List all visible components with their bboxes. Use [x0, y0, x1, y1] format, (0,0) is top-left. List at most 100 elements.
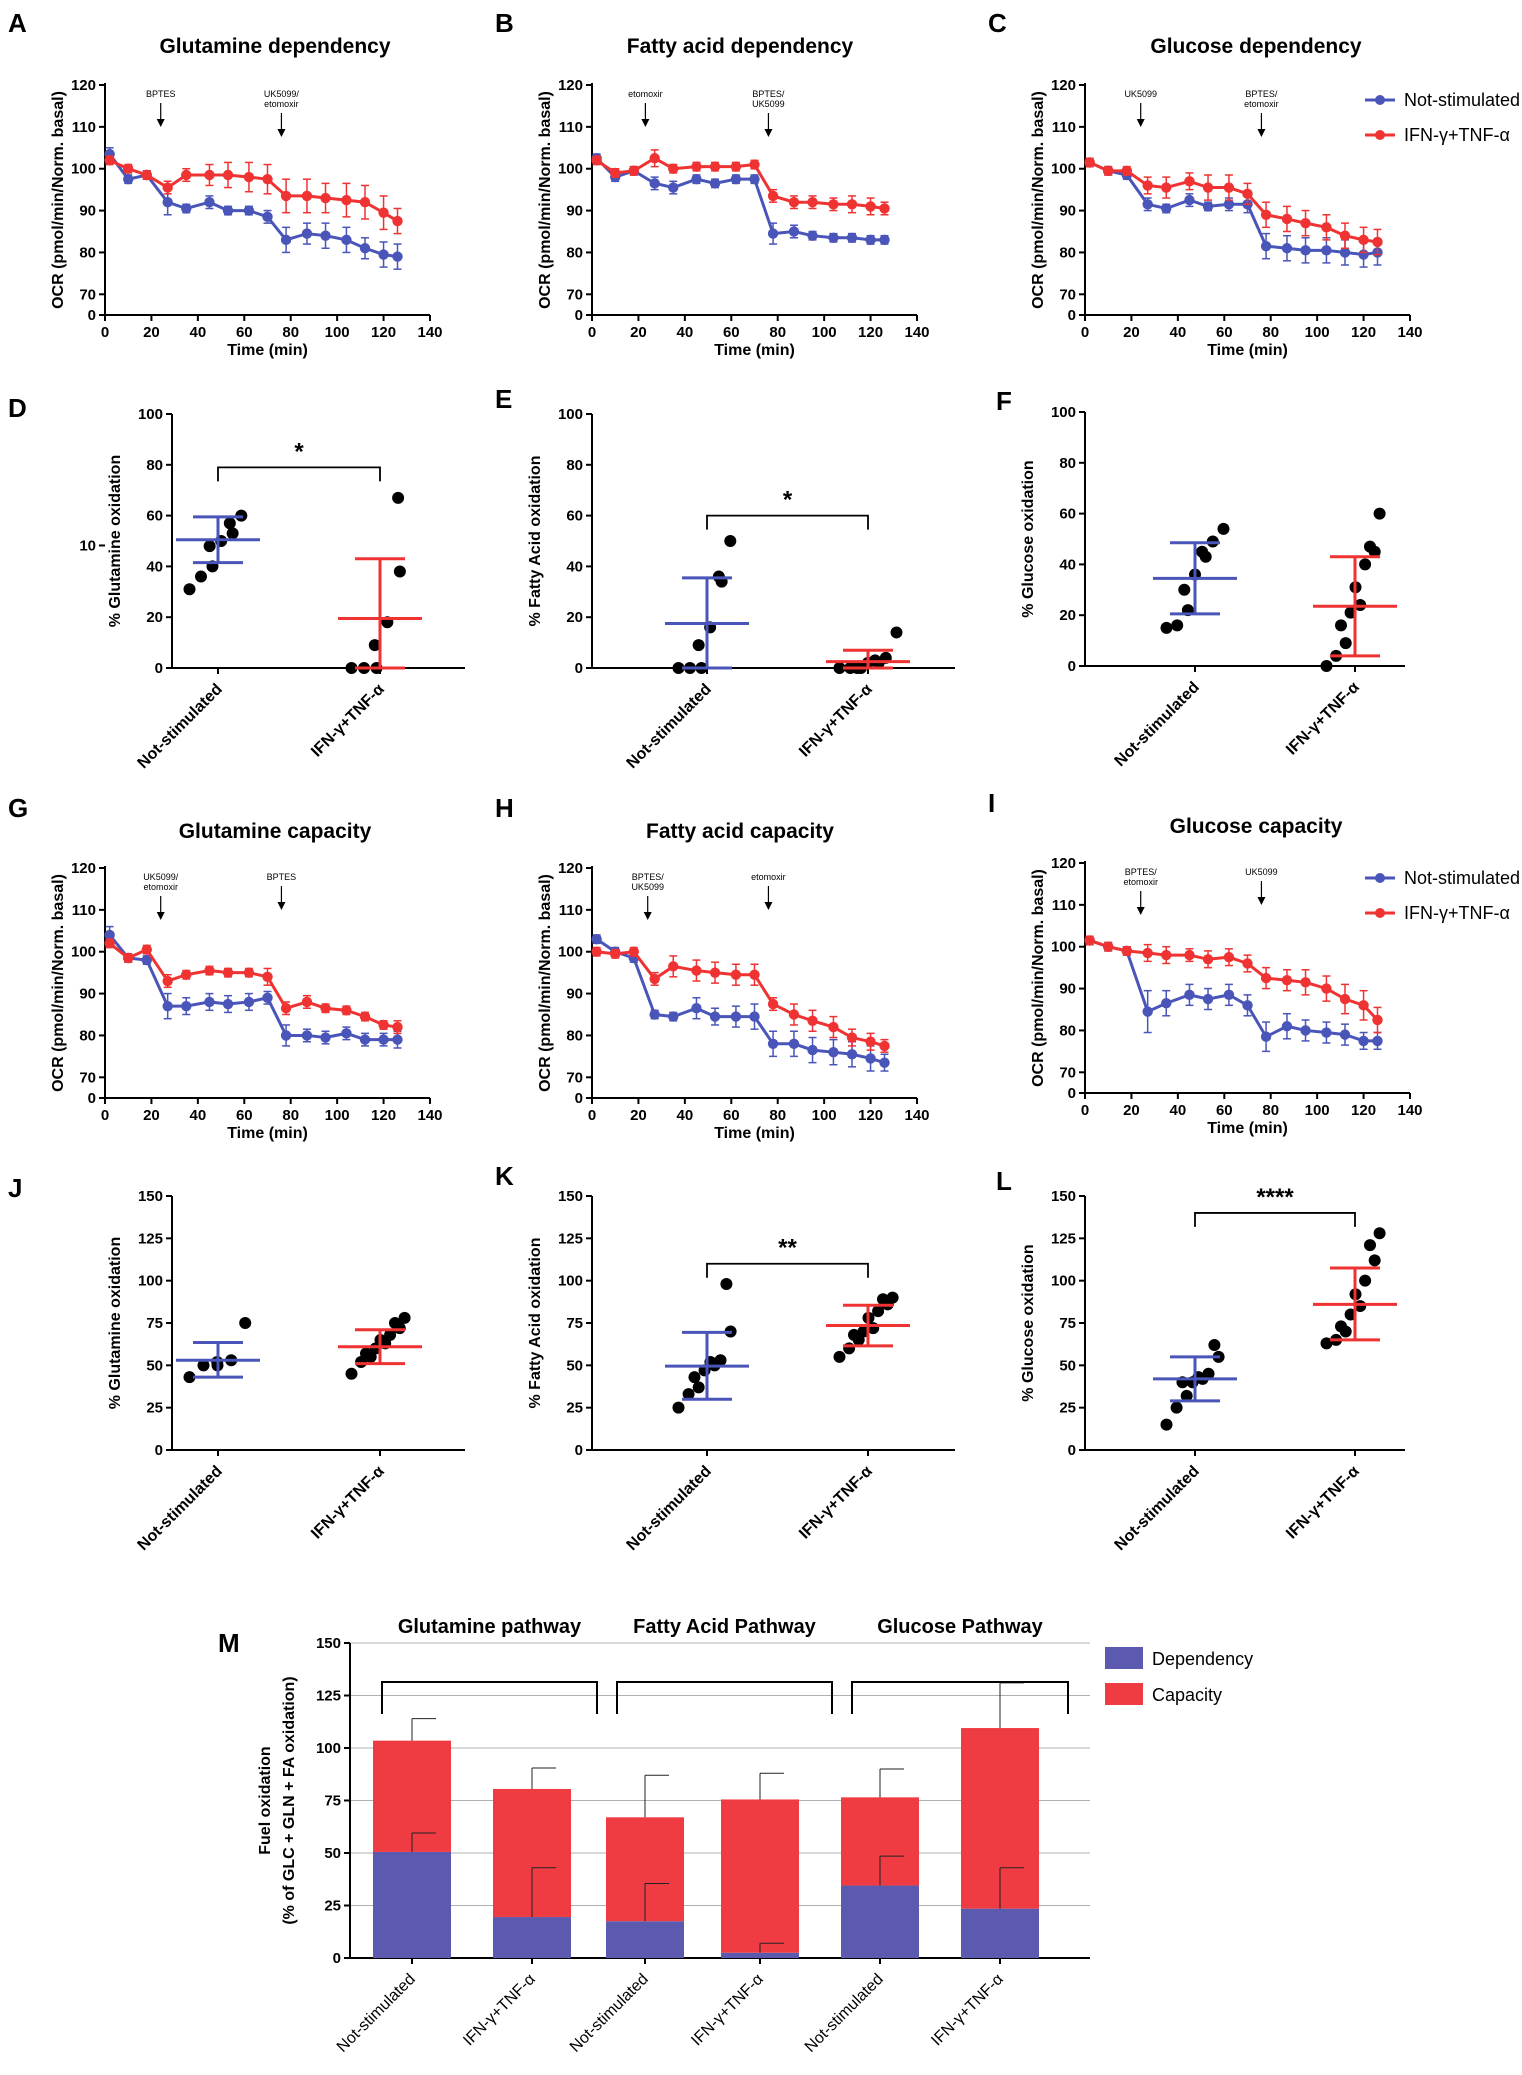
y-axis-label: OCR (pmol/min/Norm. basal) [50, 874, 67, 1092]
data-point [591, 155, 602, 166]
x-tick-label: 40 [190, 324, 207, 341]
data-point [360, 1347, 372, 1360]
data-point [865, 1053, 876, 1064]
data-point [341, 1005, 352, 1016]
data-point [649, 153, 660, 164]
y-axis-label: OCR (pmol/min/Norm. basal) [537, 874, 554, 1092]
y-tick-label: 100 [138, 406, 163, 423]
panel-letter: G [8, 793, 28, 823]
injection-arrowhead [643, 912, 652, 920]
data-point [123, 163, 134, 174]
data-point [393, 565, 406, 578]
legend-label: IFN-γ+TNF-α [1404, 125, 1510, 145]
y-tick-label: 125 [558, 1230, 583, 1247]
y-tick-label: 70 [566, 1069, 583, 1086]
y-tick-label: 150 [1051, 1188, 1076, 1205]
data-point [162, 182, 173, 193]
y-tick-label: 80 [79, 1027, 96, 1044]
y-tick-label: 70 [79, 286, 96, 303]
x-tick-label: 20 [143, 1107, 160, 1124]
data-point [183, 1371, 196, 1384]
category-label: IFN-γ+TNF-α [688, 1971, 767, 2050]
panel-M: M 0 25 50 75 100 125 150 Fuel oxidation (% of GLC… [218, 1616, 1253, 2056]
x-axis-label: Time (min) [714, 342, 795, 359]
data-point [833, 1350, 846, 1363]
significance-label: **** [1256, 1184, 1294, 1211]
x-tick-label: 0 [1081, 1102, 1089, 1119]
legend-marker [1375, 130, 1385, 140]
series-line [1089, 161, 1378, 257]
group-label: Fatty Acid Pathway [633, 1616, 817, 1638]
category-label: Not-stimulated [135, 1463, 226, 1554]
group-label: Glutamine pathway [398, 1616, 582, 1638]
x-axis-label: Time (min) [1207, 342, 1288, 359]
injection-label: etomoxir [628, 89, 663, 99]
y-tick-label: 150 [138, 1188, 163, 1205]
data-point [1339, 230, 1351, 241]
y-axis-label: % Glutamine oxidation [107, 1237, 124, 1409]
data-point [879, 234, 890, 246]
data-point [1121, 945, 1132, 957]
data-point [724, 535, 737, 547]
data-point [389, 1317, 401, 1329]
panel-letter: H [495, 793, 514, 823]
data-point [1335, 619, 1347, 632]
legend-swatch [1105, 1647, 1143, 1669]
data-point [877, 1293, 889, 1306]
data-point [749, 159, 760, 170]
y-axis-label: % Glucose oxidation [1020, 460, 1037, 617]
data-point [691, 173, 702, 185]
data-point [1300, 245, 1311, 256]
y-tick-label: 110 [1052, 119, 1076, 136]
data-point [628, 165, 639, 177]
data-point [1223, 951, 1235, 963]
data-point [1103, 941, 1114, 952]
data-point [104, 929, 115, 941]
series-ifn-tnf [104, 155, 403, 235]
y-tick-label: 90 [566, 203, 583, 220]
data-point [890, 626, 903, 639]
data-point [730, 161, 742, 172]
data-point [162, 975, 173, 987]
data-point [1373, 1227, 1386, 1240]
data-point [301, 996, 313, 1008]
data-point [807, 230, 818, 241]
data-point [243, 205, 255, 216]
y-tick-label: 75 [1059, 1315, 1076, 1332]
panel-H: H Fatty acid capacity 0 70 80 90 100 110 120 0 20 4… [495, 793, 930, 1142]
y-tick-label: 0 [88, 307, 96, 324]
data-point [1242, 188, 1253, 200]
data-point [262, 971, 273, 983]
significance-label: * [294, 438, 304, 465]
data-point [649, 973, 660, 985]
data-point [788, 197, 800, 208]
y-axis-label: OCR (pmol/min/Norm. basal) [1030, 869, 1047, 1087]
panel-letter: K [495, 1161, 514, 1191]
series-not-stimulated [591, 153, 890, 246]
data-point [1170, 1401, 1183, 1414]
panel-A: A Glutamine dependency 0 10 70 80 90 100 110 120 0… [8, 8, 443, 554]
data-point [1339, 247, 1351, 258]
injection-arrowhead [764, 129, 773, 137]
data-point [730, 173, 742, 185]
data-point [359, 1034, 371, 1045]
data-point [280, 1030, 292, 1041]
injection-arrowhead [641, 119, 650, 127]
data-point [848, 1328, 860, 1341]
y-tick-label: 90 [566, 986, 583, 1003]
data-point [243, 967, 255, 978]
data-point [846, 1049, 858, 1060]
y-tick-label: 120 [1051, 855, 1076, 872]
x-tick-label: 120 [1351, 324, 1376, 341]
data-point [204, 965, 215, 976]
injection-label: BPTES/ [752, 89, 785, 99]
data-point [392, 251, 403, 262]
category-label: IFN-γ+TNF-α [308, 1463, 388, 1543]
y-tick-label: 0 [1068, 1442, 1076, 1459]
y-tick-label: 150 [316, 1635, 341, 1652]
y-tick-label: 100 [138, 1273, 163, 1290]
legend: Dependency Capacity [1105, 1647, 1253, 1705]
data-point [378, 207, 389, 218]
data-point [123, 952, 134, 964]
y-tick-label: 100 [316, 1740, 341, 1757]
